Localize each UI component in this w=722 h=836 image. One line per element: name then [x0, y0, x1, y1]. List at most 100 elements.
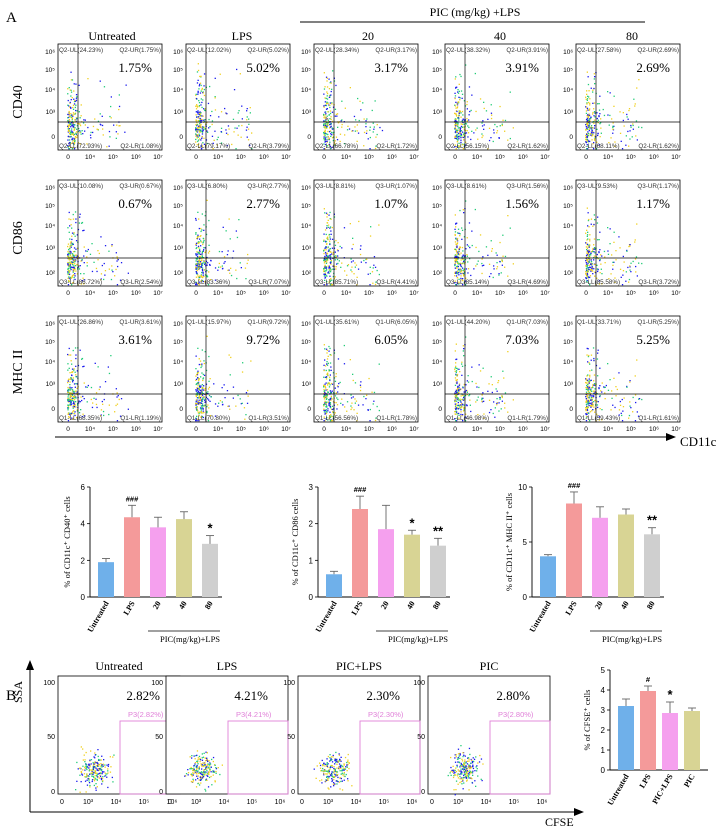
quadrant-lr-label: Q1-LR(1.19%): [120, 415, 161, 422]
cfse-plot-title: Untreated: [95, 659, 142, 673]
x-tick-label: 10⁶: [649, 154, 659, 161]
quadrant-ur-label: Q3-UR(2.77%): [247, 183, 289, 190]
quadrant-ul-label: Q3-UL(10.08%): [59, 183, 103, 190]
x-tick-label: 10⁶: [275, 799, 286, 806]
scatter-dots: [447, 745, 484, 796]
y-tick-label: 10⁵: [432, 339, 442, 346]
bar-20: [378, 529, 394, 597]
x-tick-label: 10⁶: [518, 290, 528, 297]
category-label: 20: [151, 600, 163, 611]
flow-plot-cd40-4: Q2-UL(27.58%) Q2-UR(2.69%) Q2-LL(68.11%) Q2…: [563, 43, 681, 161]
x-tick-label: 10³: [453, 799, 464, 806]
y-tick-label: 0: [159, 789, 163, 796]
cfse-percent-big: 2.82%: [126, 688, 160, 703]
x-tick-label: 10⁶: [131, 426, 141, 433]
y-tick-label: 1: [601, 746, 606, 755]
y-tick-label: 10²: [302, 270, 312, 277]
quadrant-ll-label: Q3-LL(86.72%): [59, 279, 102, 286]
quadrant-ul-label: Q1-UL(15.97%): [187, 319, 231, 326]
y-tick-label: 10⁶: [45, 321, 55, 328]
scatter-dots: [585, 71, 643, 150]
ur-percent-big: 2.69%: [636, 60, 670, 75]
x-tick-label: 10⁵: [236, 154, 246, 161]
x-tick-label: 10⁵: [509, 799, 520, 806]
y-tick-label: 10⁶: [45, 185, 55, 192]
quadrant-ll-label: Q2-LL(66.78%): [315, 143, 358, 150]
scatter-dots: [184, 750, 223, 792]
x-tick-label: 10⁴: [213, 290, 223, 297]
ur-percent-big: 9.72%: [246, 332, 280, 347]
cfse-percent-big: 2.80%: [496, 688, 530, 703]
x-tick-label: 10⁴: [472, 426, 482, 433]
category-label: 40: [405, 600, 417, 611]
y-axis-title: % of CD11c⁺ MHC II⁺ cells: [504, 493, 514, 591]
y-tick-label: 0: [51, 134, 55, 141]
flow-plot-cd86-4: Q3-UL(9.53%) Q3-UR(1.17%) Q3-LL(85.58%) Q3-…: [563, 179, 681, 297]
cfse-arrow-head: [574, 808, 584, 816]
y-tick-label: 3: [601, 706, 606, 715]
quadrant-ul-label: Q2-UL(28.34%): [315, 47, 359, 54]
quadrant-lr-label: Q3-LR(4.69%): [507, 279, 548, 286]
bar-40: [404, 534, 420, 597]
x-tick-label: 0: [168, 799, 172, 806]
x-tick-label: 10⁶: [649, 426, 659, 433]
ur-percent-big: 3.61%: [118, 332, 152, 347]
plot-frame: [165, 675, 289, 795]
x-tick-label: 10⁴: [85, 426, 95, 433]
plot-frame: [185, 179, 291, 287]
y-tick-label: 10⁴: [173, 223, 183, 230]
x-tick-label: 0: [66, 426, 70, 433]
category-label: 40: [177, 600, 189, 611]
significance-mark: **: [433, 523, 444, 538]
x-tick-label: 0: [584, 426, 588, 433]
p3-gate-label: P3(4.21%): [236, 710, 272, 719]
x-tick-label: 10⁴: [111, 799, 122, 806]
x-tick-label: 10⁶: [259, 154, 269, 161]
x-tick-label: 10⁷: [409, 290, 419, 297]
x-tick-label: 0: [66, 290, 70, 297]
x-tick-label: 10⁷: [281, 426, 291, 433]
x-tick-label: 10⁷: [671, 154, 681, 161]
y-tick-label: 0: [438, 134, 442, 141]
cfse-percent-big: 4.21%: [234, 688, 268, 703]
group-label: PIC(mg/kg)+LPS: [160, 634, 220, 644]
cfse-percent-big: 2.30%: [366, 688, 400, 703]
x-tick-label: 0: [430, 799, 434, 806]
bar-charts: 0 2 4 6 % of CD11c⁺ CD40⁺ cells Untreated ### L…: [62, 481, 708, 807]
x-tick-label: 10⁷: [671, 290, 681, 297]
y-tick-label: 0: [51, 789, 55, 796]
bar-20: [592, 517, 608, 597]
bar-pic-lps: [662, 713, 678, 770]
x-tick-label: 10⁶: [518, 426, 528, 433]
y-tick-label: 50: [155, 734, 163, 741]
y-tick-label: 10⁴: [432, 223, 442, 230]
plot-frame: [297, 675, 421, 795]
flow-plot-mhc-ii-2: Q1-UL(35.61%) Q1-UR(6.05%) Q1-LL(56.56%) Q1…: [301, 315, 419, 433]
ur-percent-big: 1.17%: [636, 196, 670, 211]
y-tick-label: 10⁵: [432, 67, 442, 74]
plot-frame: [313, 179, 419, 287]
y-tick-label: 0: [307, 134, 311, 141]
y-tick-label: 10⁴: [45, 359, 55, 366]
x-tick-label: 0: [322, 290, 326, 297]
y-tick-label: 10⁶: [432, 185, 442, 192]
significance-mark: *: [409, 515, 415, 530]
ur-percent-big: 7.03%: [505, 332, 539, 347]
y-tick-label: 10⁵: [432, 203, 442, 210]
quadrant-lr-label: Q3-LR(3.72%): [638, 279, 679, 286]
bar-40: [618, 514, 634, 597]
quadrant-ul-label: Q3-UL(8.81%): [315, 183, 356, 190]
column-title-80: 80: [626, 29, 638, 43]
bar-80: [202, 543, 218, 597]
cfse-plot-pic: PIC P3(2.80%) 2.80% 0 50 100 0 10³ 10⁴ 10⁵ 10⁶: [413, 659, 551, 806]
quadrant-ul-label: Q1-UL(44.20%): [446, 319, 490, 326]
category-label: 40: [619, 600, 631, 611]
flow-plot-cd40-0: Q2-UL(24.23%) Q2-UR(1.75%) Q2-LL(72.93%) Q2…: [45, 43, 163, 161]
y-tick-label: 100: [283, 680, 295, 687]
quadrant-ll-label: Q3-LL(85.14%): [446, 279, 489, 286]
quadrant-ll-label: Q1-LL(46.98%): [446, 415, 489, 422]
y-tick-label: 10³: [302, 381, 312, 388]
y-tick-label: 10³: [174, 381, 184, 388]
y-tick-label: 10⁶: [432, 49, 442, 56]
ur-percent-big: 0.67%: [118, 196, 152, 211]
